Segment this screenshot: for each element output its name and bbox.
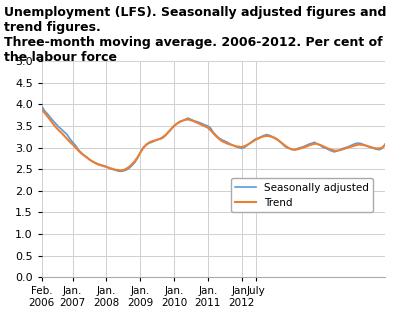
Seasonally adjusted [191, 119, 196, 123]
Trend [141, 146, 146, 150]
Trend [73, 146, 78, 150]
Text: Unemployment (LFS). Seasonally adjusted figures and trend figures.
Three-month m: Unemployment (LFS). Seasonally adjusted … [4, 6, 386, 65]
Line: Seasonally adjusted: Seasonally adjusted [42, 107, 385, 171]
Trend [59, 131, 64, 135]
Seasonally adjusted [118, 169, 123, 173]
Seasonally adjusted [59, 128, 64, 131]
Trend [39, 108, 44, 111]
Line: Trend: Trend [42, 109, 385, 171]
Seasonally adjusted [79, 151, 84, 155]
Trend [321, 144, 326, 148]
Seasonally adjusted [321, 146, 326, 150]
Seasonally adjusted [141, 146, 146, 150]
Trend [79, 151, 84, 155]
Seasonally adjusted [382, 142, 387, 146]
Trend [191, 119, 196, 123]
Seasonally adjusted [39, 105, 44, 109]
Trend [382, 143, 387, 147]
Seasonally adjusted [73, 143, 78, 147]
Legend: Seasonally adjusted, Trend: Seasonally adjusted, Trend [230, 178, 373, 212]
Trend [118, 169, 123, 172]
